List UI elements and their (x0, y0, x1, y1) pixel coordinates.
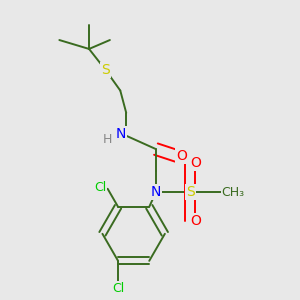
Text: N: N (116, 127, 126, 141)
Text: Cl: Cl (112, 282, 124, 295)
Text: N: N (151, 185, 161, 199)
Text: S: S (186, 185, 194, 199)
Text: O: O (190, 156, 201, 170)
Text: S: S (101, 63, 110, 77)
Text: O: O (176, 149, 187, 163)
Text: O: O (190, 214, 201, 228)
Text: CH₃: CH₃ (222, 186, 245, 199)
Text: H: H (103, 133, 112, 146)
Text: Cl: Cl (94, 181, 106, 194)
